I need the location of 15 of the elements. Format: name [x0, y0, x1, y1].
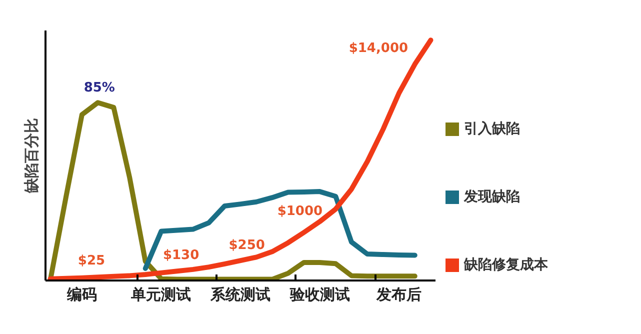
- x-tick-label: 验收测试: [288, 286, 350, 304]
- annotation: $25: [78, 253, 106, 268]
- x-tick-label: 单元测试: [130, 286, 192, 304]
- annotation: 85%: [84, 80, 115, 96]
- legend-label: 缺陷修复成本: [464, 256, 548, 274]
- x-tick-label: 发布后: [376, 286, 422, 304]
- annotation: $14,000: [348, 40, 408, 56]
- y-axis-title: 缺陷百分比: [22, 118, 40, 194]
- annotation: $250: [228, 238, 265, 254]
- legend-label: 引入缺陷: [464, 120, 520, 138]
- annotation: $130: [162, 248, 200, 264]
- legend-label: 发现缺陷: [464, 188, 520, 206]
- x-tick-label: 编码: [66, 286, 97, 304]
- x-tick-label: 系统测试: [210, 286, 270, 304]
- annotation: $1000: [277, 204, 323, 219]
